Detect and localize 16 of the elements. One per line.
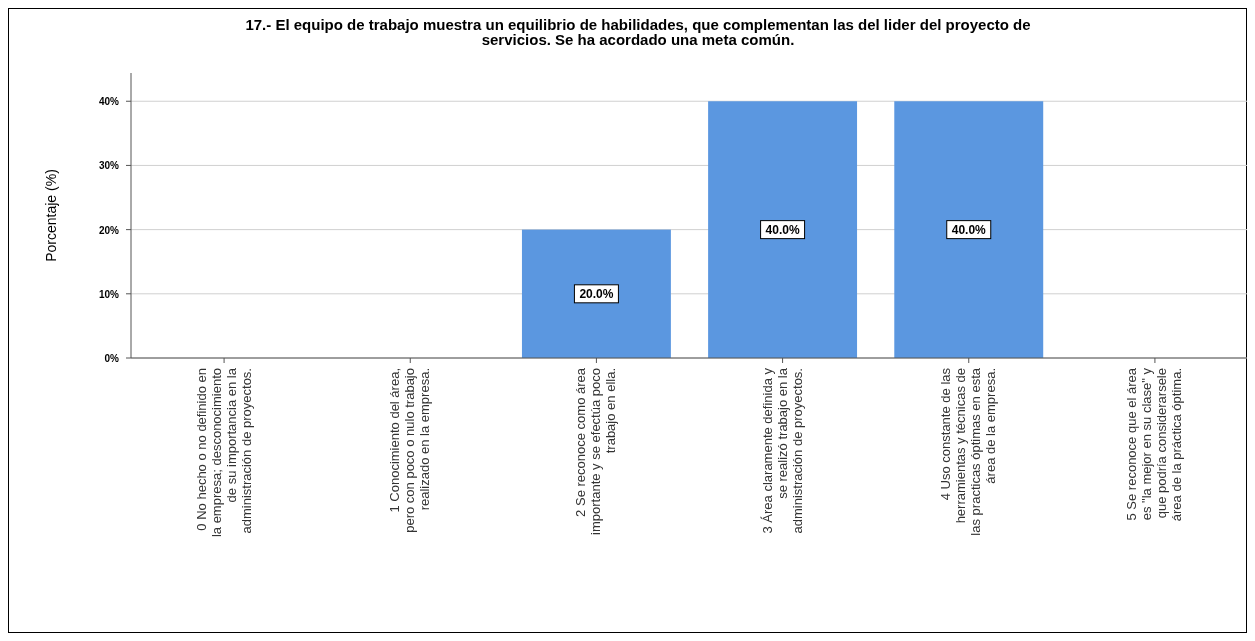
data-label: 20.0% [579, 287, 614, 302]
y-axis-title: Porcentaje (%) [43, 169, 59, 262]
x-tick-label: 1 Conocimiento del área, pero con poco o nulo trabajo realizado en la empresa. [387, 368, 433, 533]
y-tick-label: 40% [98, 96, 120, 108]
x-tick-label: 4 Uso constante de las herramientas y técnicas de las practicas óptimas en esta área de la empresa. [938, 367, 999, 536]
data-label: 40.0% [765, 223, 800, 238]
x-tick-label: 5 Se reconoce que el área es "la mejor en su clase" y que podría considerarsele área de la práctica óptima. [1124, 367, 1185, 522]
y-tick-label: 30% [98, 160, 120, 172]
x-tick-label: 2 Se reconoce como área importante y se efectúa poco trabajo en ella. [573, 367, 619, 535]
x-tick-label: 3 Área claramente definida y se realizó trabajo en la administración de proyectos. [759, 367, 805, 534]
data-label: 40.0% [951, 223, 987, 238]
x-tick-label: 0 No hecho o no definido en la empresa; desconocimiento de su importancia en la administración de proyectos. [193, 367, 254, 538]
y-tick-label: 20% [98, 224, 120, 236]
chart-title: 17.- El equipo de trabajo muestra un equilibrio de habilidades, que complementan las del lider del proyecto de servicios. Se ha acordado una meta común. [245, 16, 1031, 48]
y-tick-label: 10% [98, 288, 120, 300]
y-tick-label: 0% [104, 353, 120, 364]
